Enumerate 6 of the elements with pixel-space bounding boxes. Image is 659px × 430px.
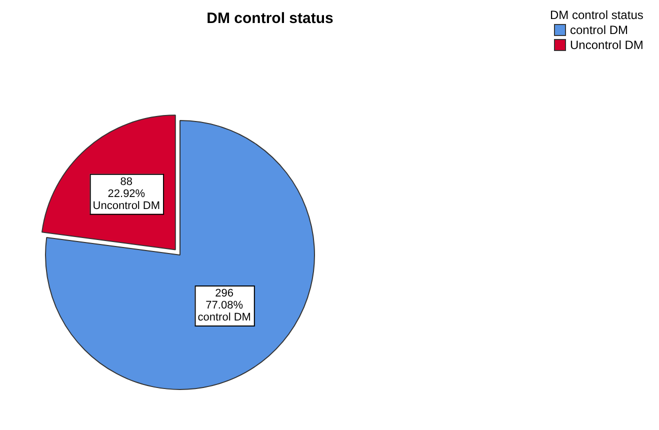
legend-title: DM control status [550, 8, 644, 22]
legend-label: control DM [570, 23, 628, 37]
data-label: 296 77.08% control DM [198, 288, 251, 324]
legend-label: Uncontrol DM [570, 38, 644, 52]
data-label: 88 22.92% Uncontrol DM [92, 176, 160, 212]
chart-title: DM control status [206, 10, 334, 27]
